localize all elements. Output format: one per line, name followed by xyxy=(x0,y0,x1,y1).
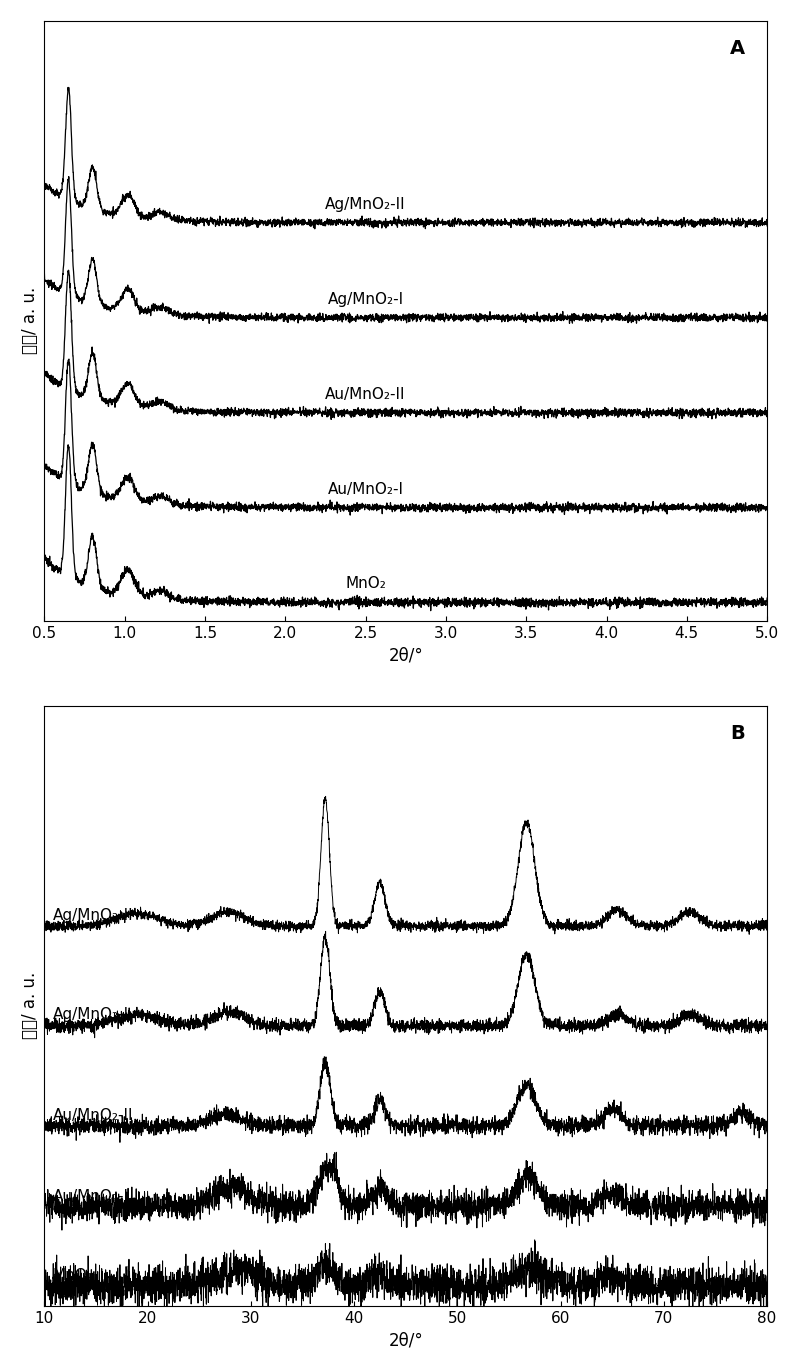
X-axis label: 2θ/°: 2θ/° xyxy=(388,1332,423,1349)
Text: Au/MnO₂-I: Au/MnO₂-I xyxy=(327,482,403,496)
Text: Au/MnO₂-II: Au/MnO₂-II xyxy=(326,386,406,401)
Text: Au/MnO₂-II: Au/MnO₂-II xyxy=(53,1108,133,1123)
Text: Ag/MnO₂-II: Ag/MnO₂-II xyxy=(53,908,134,923)
Text: Ag/MnO₂-I: Ag/MnO₂-I xyxy=(327,292,404,307)
Text: Ag/MnO₂-I: Ag/MnO₂-I xyxy=(53,1007,129,1022)
Text: A: A xyxy=(730,38,746,58)
Text: MnO₂: MnO₂ xyxy=(53,1267,94,1282)
Text: Ag/MnO₂-II: Ag/MnO₂-II xyxy=(326,197,406,211)
X-axis label: 2θ/°: 2θ/° xyxy=(388,647,423,664)
Y-axis label: 強度/ a. u.: 強度/ a. u. xyxy=(21,288,39,355)
Text: MnO₂: MnO₂ xyxy=(345,577,386,592)
Y-axis label: 強度/ a. u.: 強度/ a. u. xyxy=(21,973,39,1040)
Text: Au/MnO₂-I: Au/MnO₂-I xyxy=(53,1189,129,1204)
Text: B: B xyxy=(730,723,746,743)
